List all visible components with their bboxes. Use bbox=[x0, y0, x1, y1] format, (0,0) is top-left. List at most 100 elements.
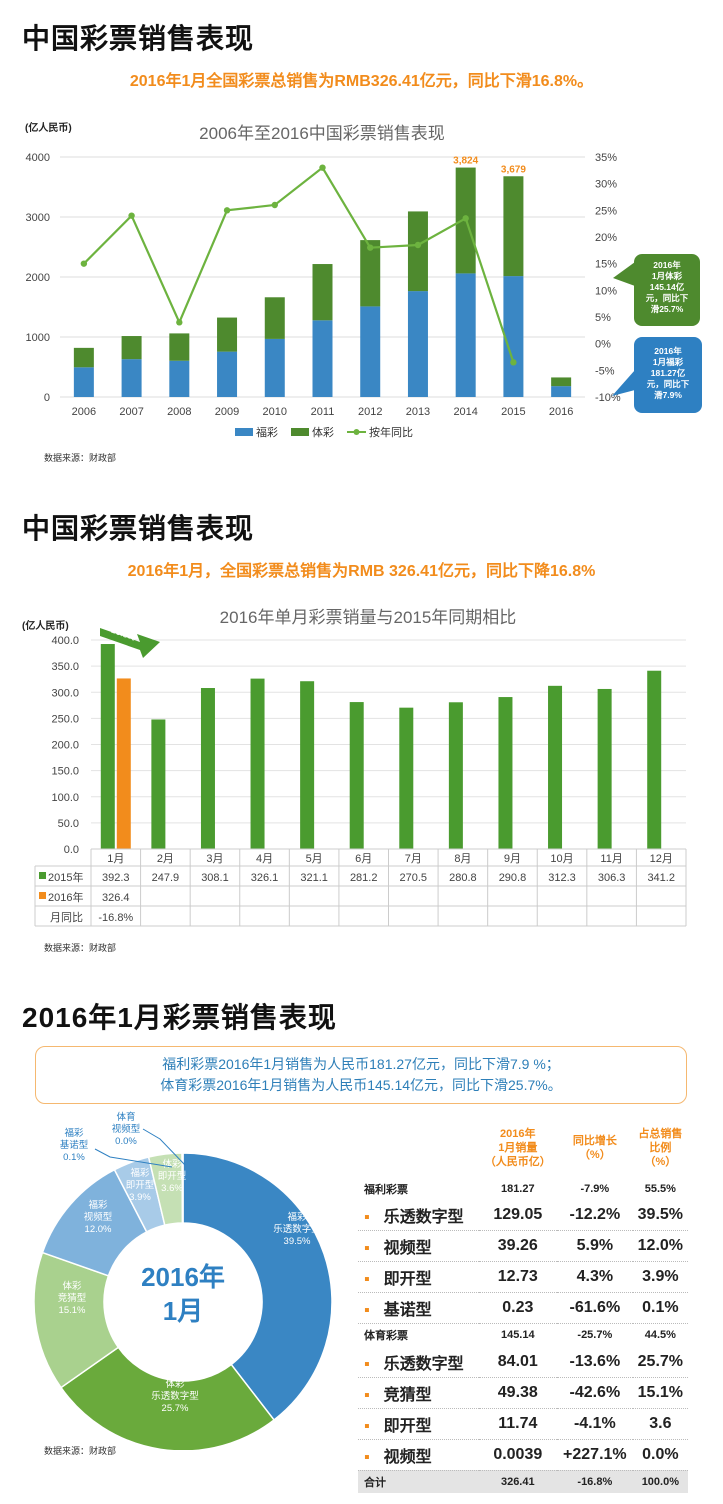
section2-subtitle: 2016年1月，全国彩票总销售为RMB 326.41亿元，同比下降16.8% bbox=[127, 563, 596, 580]
chart2-ytick: 300.0 bbox=[51, 687, 79, 699]
table-2015-value: 308.1 bbox=[201, 872, 229, 884]
chart2-ytick: 100.0 bbox=[51, 792, 79, 804]
sales-table-row-label: 合计 bbox=[358, 1470, 479, 1493]
chart2-ytick: 250.0 bbox=[51, 713, 79, 725]
chart1-y2tick: -5% bbox=[595, 365, 615, 377]
sales-table-cell: -42.6% bbox=[556, 1377, 633, 1409]
yoy-point bbox=[223, 207, 231, 214]
donut-leader-line bbox=[94, 1148, 173, 1168]
bullet-icon: ▪ bbox=[364, 1417, 370, 1435]
sales-table-cell: -13.6% bbox=[556, 1346, 633, 1378]
sales-table-cell: -61.6% bbox=[556, 1292, 633, 1324]
sales-table-cell: 39.26 bbox=[478, 1230, 557, 1262]
chart1-xtick: 2015 bbox=[501, 406, 525, 418]
chart1-xtick: 2010 bbox=[263, 406, 287, 418]
chart2-xtick: 3月 bbox=[206, 853, 223, 865]
section3-source: 数据来源：财政部 bbox=[44, 1446, 117, 1456]
sales-table-row: 福利彩票 181.27 -7.9% 55.5% bbox=[358, 1177, 688, 1200]
chart2-xtick: 9月 bbox=[504, 853, 521, 865]
donut-slice-label: 竞猜型 bbox=[58, 1292, 87, 1304]
donut-slice-label: 福彩 bbox=[88, 1199, 108, 1211]
chart2-ytick: 50.0 bbox=[58, 818, 79, 830]
bar-fucai bbox=[121, 359, 142, 397]
chart2-ytick: 200.0 bbox=[51, 740, 79, 752]
table-2015-value: 341.2 bbox=[647, 872, 675, 884]
donut-slice-label: 乐透数字型 bbox=[151, 1390, 199, 1402]
sales-table-header-cell bbox=[358, 1121, 479, 1177]
section1-subtitle: 2016年1月全国彩票总销售为RMB326.41亿元，同比下滑16.8%。 bbox=[129, 73, 594, 90]
bar-2015 bbox=[498, 697, 513, 849]
sales-table-cell: 0.1% bbox=[632, 1292, 688, 1324]
monthly-sales-chart: (亿人民币) 2016年单月彩票销量与2015年同期相比 0.0 50.0 100.… bbox=[22, 608, 687, 927]
bar-ticai bbox=[360, 240, 381, 307]
bar-2015 bbox=[250, 678, 265, 849]
sales-table-cell: 145.14 bbox=[500, 1329, 535, 1342]
summary-line-2: 体育彩票2016年1月销售为人民币145.14亿元，同比下滑25.7%。 bbox=[160, 1077, 562, 1093]
bar-2015 bbox=[647, 670, 662, 849]
donut-slice-label: 3.6% bbox=[161, 1183, 183, 1194]
chart1-y2tick: 10% bbox=[595, 285, 617, 297]
bar-fucai bbox=[312, 320, 333, 397]
chart1-ytick: 0 bbox=[44, 392, 50, 404]
chart2-xtick: 2月 bbox=[157, 853, 174, 865]
sales-table-cell: 12.73 bbox=[478, 1261, 557, 1293]
table-2016-label: 2016年 bbox=[48, 890, 83, 904]
sales-table-row: 合计 326.41 -16.8% 100.0% bbox=[358, 1470, 688, 1493]
yoy-point bbox=[414, 241, 422, 249]
table-2015-swatch bbox=[39, 872, 46, 879]
donut-slice-label: 25.7% bbox=[162, 1403, 189, 1414]
bar-ticai bbox=[312, 264, 333, 321]
table-yoy-label: 月同比 bbox=[50, 911, 83, 924]
bullet-icon: ▪ bbox=[364, 1302, 370, 1319]
legend-fucai-label: 福彩 bbox=[256, 425, 278, 439]
sales-table-row: ▪ 乐透数字型 84.01 -13.6% 25.7% bbox=[358, 1346, 688, 1378]
bar-2015 bbox=[200, 688, 215, 849]
sales-table-row-label: ▪ 基诺型 bbox=[358, 1292, 479, 1324]
table-2015-value: 290.8 bbox=[499, 872, 527, 884]
bar-ticai bbox=[407, 211, 428, 292]
sales-table-cell: 100.0% bbox=[632, 1470, 688, 1493]
yoy-point bbox=[271, 201, 278, 209]
legend-fucai-swatch bbox=[235, 428, 253, 436]
sales-table-cell: 15.1% bbox=[632, 1377, 688, 1409]
sales-table: 2016年 1月销量 （人民币亿） 同比增长 （%） 占总销售 比例 （%） 福利彩票 181.… bbox=[358, 1121, 688, 1493]
sales-table-cell: 55.5% bbox=[644, 1182, 676, 1195]
donut-slice-label: 乐透数字型 bbox=[273, 1223, 321, 1235]
sales-table-cell: 181.27 bbox=[500, 1182, 535, 1195]
legend-yoy-marker bbox=[353, 429, 360, 435]
chart1-title: 2006年至2016中国彩票销售表现 bbox=[199, 124, 445, 143]
chart1-ytick: 4000 bbox=[26, 152, 50, 164]
chart2-ytick: 150.0 bbox=[51, 766, 79, 778]
callout-fucai-text: 2016年 1月福彩 181.27亿 元，同比下 滑7.9% bbox=[646, 346, 690, 400]
sales-table-cell: 25.7% bbox=[632, 1346, 688, 1378]
donut-slice-label: 即开型 bbox=[158, 1171, 187, 1182]
sales-table-cell: 44.5% bbox=[644, 1329, 676, 1342]
donut-slice-label: 15.1% bbox=[59, 1305, 86, 1316]
bar-ticai bbox=[264, 297, 285, 339]
table-yoy-value: -16.8% bbox=[98, 912, 133, 924]
sales-table-cell: 0.23 bbox=[478, 1292, 557, 1324]
chart1-xtick: 2016 bbox=[549, 406, 573, 418]
sales-table-cell: 3.9% bbox=[632, 1261, 688, 1293]
chart2-ytick: 400.0 bbox=[51, 635, 79, 647]
table-2015-value: 281.2 bbox=[350, 872, 378, 884]
sales-table-header-cell: 占总销售 比例 （%） bbox=[638, 1128, 683, 1168]
callout-fucai: 2016年 1月福彩 181.27亿 元，同比下 滑7.9% bbox=[634, 337, 702, 413]
sales-table-cell: 11.74 bbox=[478, 1408, 557, 1440]
chart1-data-label: 3,824 bbox=[453, 156, 478, 167]
section3-title: 2016年1月彩票销售表现 bbox=[22, 1002, 337, 1033]
donut-slice-label: 福彩 bbox=[130, 1167, 150, 1179]
sales-table-cell: 4.3% bbox=[556, 1261, 633, 1293]
sales-table-cell: +227.1% bbox=[556, 1439, 633, 1471]
yoy-point bbox=[367, 244, 374, 251]
sales-table-row: ▪ 乐透数字型 129.05 -12.2% 39.5% bbox=[358, 1200, 688, 1231]
chart1-y2tick: 20% bbox=[595, 232, 617, 244]
bar-fucai bbox=[360, 306, 381, 397]
donut-leader-line bbox=[142, 1128, 186, 1166]
bar-fucai bbox=[551, 386, 572, 397]
section2-source: 数据来源：财政部 bbox=[44, 943, 117, 953]
sales-table-row-label: ▪ 视频型 bbox=[358, 1230, 479, 1262]
table-2015-value: 392.3 bbox=[102, 872, 130, 884]
sales-table-cell: 12.0% bbox=[632, 1230, 688, 1262]
sales-table-cell: 3.6 bbox=[632, 1408, 688, 1440]
